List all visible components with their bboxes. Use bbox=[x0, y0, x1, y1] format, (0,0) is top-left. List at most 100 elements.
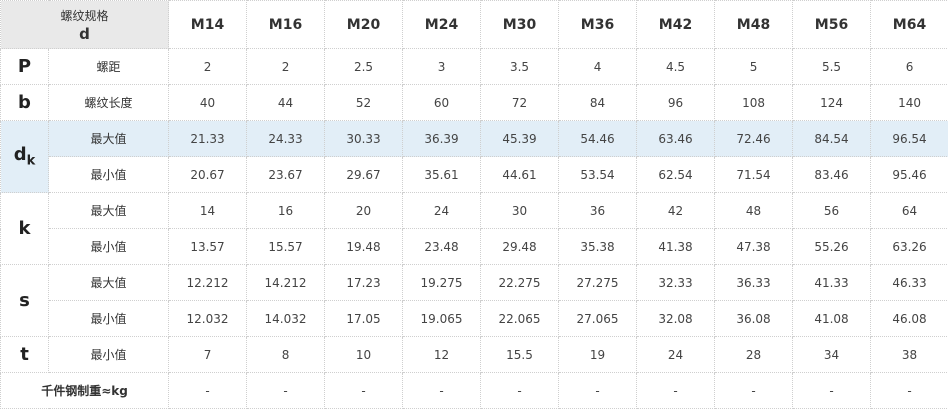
symbol-cell: t bbox=[0, 336, 49, 373]
symbol-cell: s bbox=[0, 264, 49, 337]
value-cell: - bbox=[558, 372, 638, 409]
row-name: 最小值 bbox=[47, 228, 170, 265]
value-cell: 5 bbox=[714, 48, 794, 85]
symbol-cell: P bbox=[0, 48, 49, 85]
symbol: b bbox=[18, 92, 31, 113]
value-cell: 30 bbox=[480, 192, 560, 229]
value-cell: 23.48 bbox=[402, 228, 482, 265]
value-cell: 47.38 bbox=[714, 228, 794, 265]
row: k 最大值 14 16 20 24 30 36 42 48 56 64 bbox=[0, 192, 948, 265]
value-cell: 46.08 bbox=[870, 300, 948, 337]
value-cell: 41.38 bbox=[636, 228, 716, 265]
row: dk 最大值 21.33 24.33 30.33 36.39 45.39 54.46 63.46… bbox=[0, 120, 948, 193]
value-cell: 17.23 bbox=[324, 264, 404, 301]
value-cell: 72 bbox=[480, 84, 560, 121]
value-cell: 41.33 bbox=[792, 264, 872, 301]
value-cell: 14 bbox=[168, 192, 248, 229]
value-cell: 2 bbox=[246, 48, 326, 85]
value-cell: 55.26 bbox=[792, 228, 872, 265]
value-cell: 53.54 bbox=[558, 156, 638, 193]
value-cell: 27.275 bbox=[558, 264, 638, 301]
value-cell: - bbox=[480, 372, 560, 409]
value-cell: - bbox=[324, 372, 404, 409]
value-cell: 8 bbox=[246, 336, 326, 373]
value-cell: 96.54 bbox=[870, 120, 948, 157]
row: 最小值 13.57 15.57 19.48 23.48 29.48 35.38 41.38 47… bbox=[1, 228, 948, 265]
row-name: 最大值 bbox=[47, 264, 170, 301]
size-header: M64 bbox=[870, 0, 948, 49]
value-cell: - bbox=[870, 372, 948, 409]
value-cell: 5.5 bbox=[792, 48, 872, 85]
value-cell: 20 bbox=[324, 192, 404, 229]
value-cell: 3.5 bbox=[480, 48, 560, 85]
value-cell: 19.275 bbox=[402, 264, 482, 301]
row: 最小值 12.032 14.032 17.05 19.065 22.065 27.065 32… bbox=[1, 300, 948, 337]
value-cell: 36.39 bbox=[402, 120, 482, 157]
value-cell: 140 bbox=[870, 84, 948, 121]
value-cell: 15.5 bbox=[480, 336, 560, 373]
symbol-cell: b bbox=[0, 84, 49, 121]
size-header: M14 bbox=[168, 0, 248, 49]
value-cell: 56 bbox=[792, 192, 872, 229]
value-cell: 22.065 bbox=[480, 300, 560, 337]
value-cell: 23.67 bbox=[246, 156, 326, 193]
row: b 螺纹长度 40 44 52 60 72 84 96 108 124 140 bbox=[0, 84, 948, 121]
value-cell: 22.275 bbox=[480, 264, 560, 301]
value-cell: 36 bbox=[558, 192, 638, 229]
value-cell: 24 bbox=[636, 336, 716, 373]
value-cell: 60 bbox=[402, 84, 482, 121]
value-cell: 13.57 bbox=[168, 228, 248, 265]
value-cell: 71.54 bbox=[714, 156, 794, 193]
size-header: M36 bbox=[558, 0, 638, 49]
value-cell: 84.54 bbox=[792, 120, 872, 157]
header-symbol: d bbox=[79, 24, 90, 43]
value-cell: 52 bbox=[324, 84, 404, 121]
value-cell: 15.57 bbox=[246, 228, 326, 265]
weight-row: 千件钢制重≈kg - - - - - - - - - - bbox=[0, 372, 948, 409]
value-cell: 54.46 bbox=[558, 120, 638, 157]
value-cell: 4.5 bbox=[636, 48, 716, 85]
value-cell: 45.39 bbox=[480, 120, 560, 157]
value-cell: 14.212 bbox=[246, 264, 326, 301]
value-cell: - bbox=[636, 372, 716, 409]
value-cell: 64 bbox=[870, 192, 948, 229]
value-cell: 32.08 bbox=[636, 300, 716, 337]
value-cell: 7 bbox=[168, 336, 248, 373]
value-cell: 30.33 bbox=[324, 120, 404, 157]
value-cell: - bbox=[246, 372, 326, 409]
size-header: M30 bbox=[480, 0, 560, 49]
symbol-cell: k bbox=[0, 192, 49, 265]
value-cell: 40 bbox=[168, 84, 248, 121]
symbol: t bbox=[20, 344, 29, 365]
value-cell: 2 bbox=[168, 48, 248, 85]
value-cell: 12 bbox=[402, 336, 482, 373]
value-cell: 44 bbox=[246, 84, 326, 121]
value-cell: 72.46 bbox=[714, 120, 794, 157]
value-cell: 12.212 bbox=[168, 264, 248, 301]
value-cell: 12.032 bbox=[168, 300, 248, 337]
corner-cell: 螺纹规格 d bbox=[0, 0, 170, 49]
value-cell: - bbox=[402, 372, 482, 409]
symbol-cell: dk bbox=[0, 120, 49, 193]
value-cell: 96 bbox=[636, 84, 716, 121]
value-cell: 3 bbox=[402, 48, 482, 85]
row: t 最小值 7 8 10 12 15.5 19 24 28 34 38 bbox=[0, 336, 948, 373]
row-name: 最大值 bbox=[47, 120, 170, 157]
value-cell: 36.33 bbox=[714, 264, 794, 301]
value-cell: 48 bbox=[714, 192, 794, 229]
value-cell: 38 bbox=[870, 336, 948, 373]
row-name: 螺纹长度 bbox=[47, 84, 170, 121]
value-cell: 19 bbox=[558, 336, 638, 373]
value-cell: 24 bbox=[402, 192, 482, 229]
row-name: 螺距 bbox=[47, 48, 170, 85]
value-cell: 84 bbox=[558, 84, 638, 121]
value-cell: 2.5 bbox=[324, 48, 404, 85]
size-header: M48 bbox=[714, 0, 794, 49]
value-cell: 63.26 bbox=[870, 228, 948, 265]
row-name: 最小值 bbox=[47, 156, 170, 193]
value-cell: 14.032 bbox=[246, 300, 326, 337]
value-cell: 42 bbox=[636, 192, 716, 229]
value-cell: 16 bbox=[246, 192, 326, 229]
value-cell: 41.08 bbox=[792, 300, 872, 337]
value-cell: 10 bbox=[324, 336, 404, 373]
